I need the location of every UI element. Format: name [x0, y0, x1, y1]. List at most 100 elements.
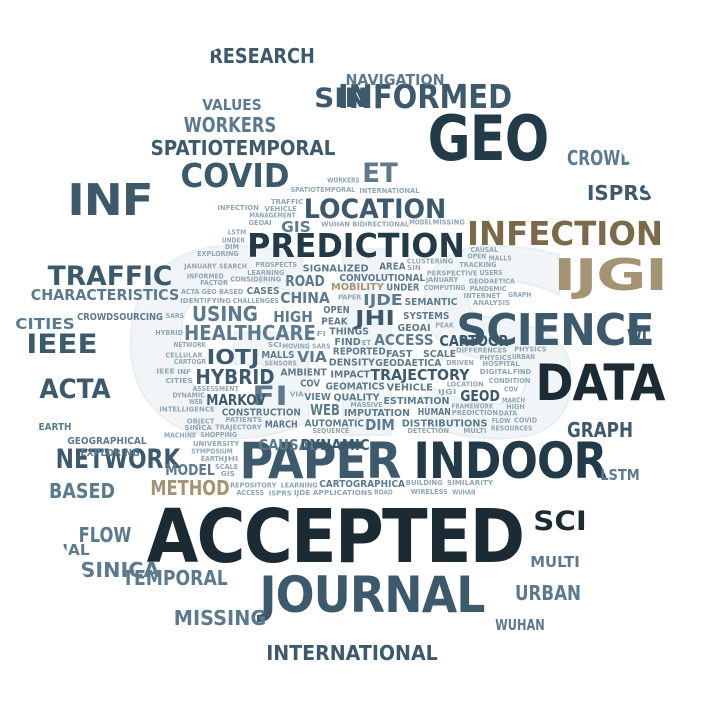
cloud-word: ROAD [374, 489, 393, 497]
cloud-word: CARTOGRAPHICA [319, 479, 405, 490]
cloud-word: MISSING [174, 606, 266, 630]
cloud-word: FIND [513, 368, 532, 376]
cloud-word: HIGH [273, 308, 313, 326]
cloud-word: INFECTION [467, 214, 663, 253]
cloud-word: TRAFFIC [48, 261, 173, 292]
cloud-word: GRAPH [567, 418, 633, 442]
cloud-word: SEARCH [219, 262, 247, 270]
cloud-word: LOCATION [447, 380, 484, 388]
cloud-word: ACTA [39, 374, 110, 405]
cloud-word: CHARACTERISTICS [31, 286, 180, 304]
cloud-word: CONSIDERING [230, 276, 281, 284]
cloud-word: LSTM [600, 466, 640, 484]
cloud-word: REPORTED [333, 347, 386, 358]
cloud-word: IEEE [26, 329, 97, 360]
cloud-word: OPEN [323, 305, 349, 316]
cloud-word: IJDE [363, 291, 403, 309]
cloud-word: EARTH [39, 422, 72, 433]
cloud-word: INFORMED [187, 273, 224, 281]
cloud-word: WORKERS [184, 113, 276, 137]
cloud-word: REPOSITORY [230, 482, 277, 490]
background-glyph-gis: GIS [118, 199, 582, 496]
cloud-word: RESEARCH [209, 44, 315, 68]
cloud-word: SINICA [184, 424, 212, 432]
cloud-word: ACCESS [236, 489, 264, 497]
cloud-word: JOURNAL [257, 566, 485, 624]
cloud-word: WIRELESS [411, 488, 448, 496]
cloud-word: VEHICLE [265, 205, 298, 213]
cloud-word: GIS [281, 218, 311, 236]
cloud-word: SIGNALIZED [303, 263, 369, 274]
cloud-word: DIM [365, 416, 395, 434]
cloud-word: GEOMATICS [326, 382, 385, 393]
cloud-word: AREA [379, 261, 406, 272]
cloud-word: SCALE [215, 463, 238, 471]
cloud-word: CONSTRUCTION [222, 407, 301, 418]
cloud-word: SARS [312, 342, 331, 350]
cloud-word: ISPRS [587, 181, 653, 205]
cloud-word: SIN [314, 83, 368, 114]
cloud-word: INFECTION [217, 204, 259, 212]
cloud-word: SIN [407, 264, 421, 272]
cloud-word: JHI [223, 455, 238, 463]
cloud-word: MALLS [261, 350, 294, 361]
cloud-word: SCI [533, 506, 587, 537]
cloud-word: WUHAN BIDIRECTIONAL [321, 221, 409, 229]
cloud-word: WUHAN [495, 616, 545, 634]
cloud-word: MISSING [433, 219, 466, 227]
cloud-word: PANDEMIC [470, 285, 507, 293]
cloud-word: SHOPPING [200, 431, 237, 439]
cloud-word: ET [362, 339, 371, 347]
cloud-word: COV [504, 386, 518, 394]
cloud-word: URBAN [515, 581, 581, 605]
cloud-word: VIA [290, 390, 304, 398]
cloud-word: GEO BASED [202, 288, 244, 296]
cloud-word: CELLULAR [166, 352, 204, 360]
cloud-word: WEB [189, 398, 203, 406]
cloud-word: CONDITION [489, 377, 531, 385]
cloud-word: LEARNING [281, 481, 318, 489]
cloud-word: MOVING [282, 343, 310, 351]
cloud-word: SPATIOTEMPORAL [151, 136, 336, 160]
cloud-word: COVID [514, 417, 537, 425]
cloud-word: COV [300, 378, 320, 389]
cloud-word: CROWDSOURCING [77, 312, 163, 323]
cloud-word: MARCH [502, 397, 525, 405]
cloud-word: UNDER [386, 282, 419, 293]
cloud-word: SPATIAL [20, 541, 90, 559]
cloud-word: BASED [49, 479, 115, 503]
cloud-word: URBAN [512, 353, 535, 361]
cloud-word: FACTOR [200, 279, 228, 287]
cloud-word: BUILDING [406, 479, 443, 487]
cloud-word: VIEW [304, 392, 330, 403]
cloud-word: IEEE [156, 368, 175, 376]
cloud-word: GRAPH [508, 291, 531, 299]
cloud-word: ASSESSMENT [193, 385, 239, 393]
cloud-word: PHYSICS [480, 354, 512, 362]
cloud-word: QUALITY [333, 393, 380, 404]
cloud-word: UNIVERSITY [193, 440, 240, 448]
cloud-word: TEMPORAL [122, 566, 228, 590]
cloud-word: SCALE [423, 349, 456, 360]
cloud-word: JHI [353, 306, 395, 330]
cloud-word: OPEN [468, 253, 487, 261]
cloud-word: SEMANTIC [405, 297, 458, 308]
cloud-word: LOCATION [304, 194, 447, 225]
cloud-word: DYNAMIC [300, 436, 369, 454]
cloud-word: INTERNET [464, 292, 501, 300]
cloud-word: DYNAMIC [172, 391, 204, 399]
cloud-word: GEO [428, 102, 549, 175]
cloud-word: DENSITY [329, 358, 376, 369]
cloud-word: CITIES [15, 315, 74, 333]
cloud-word: GEOGRAPHICAL [67, 436, 147, 447]
cloud-word: VEHICLE [387, 383, 433, 394]
cloud-word: FAST [386, 349, 413, 360]
cloud-word: DRIVEN [446, 359, 474, 367]
cloud-word: MALLS [489, 255, 512, 263]
cloud-word: NETWORK [174, 341, 207, 349]
cloud-word: CONVOLUTIONAL [339, 273, 425, 284]
cloud-word: INTERNATIONAL [359, 187, 420, 195]
cloud-word: MACHINE [164, 432, 196, 440]
cloud-word: FRAMEWORK [452, 403, 494, 411]
